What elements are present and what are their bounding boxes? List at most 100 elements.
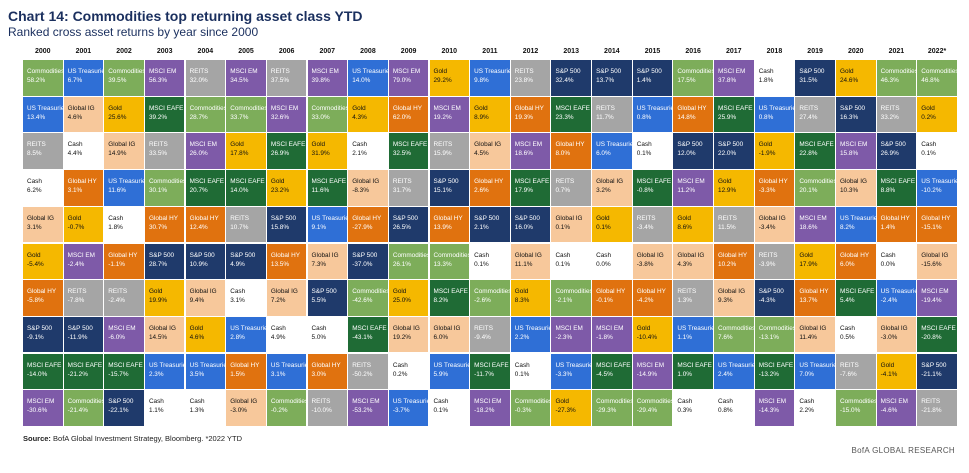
asset-return: 4.4% xyxy=(67,150,83,158)
asset-cell: Global HY 2.6% xyxy=(470,170,510,206)
asset-return: 2.3% xyxy=(148,370,164,378)
asset-cell: Global HY -3.3% xyxy=(754,170,795,206)
asset-return: 0.1% xyxy=(555,260,571,268)
asset-return: 14.0% xyxy=(230,187,249,195)
asset-return: -11.9% xyxy=(67,333,88,341)
asset-name: MSCI EAFE xyxy=(718,104,753,112)
asset-name: Gold xyxy=(108,104,122,112)
asset-cell: MSCI EAFE -4.5% xyxy=(592,353,632,390)
asset-cell: Cash 1.3% xyxy=(185,390,226,426)
asset-name: REITS xyxy=(596,104,615,112)
asset-name: Commodities xyxy=(840,398,876,406)
asset-name: Cash xyxy=(392,361,408,369)
asset-return: -29.3% xyxy=(596,407,617,415)
asset-name: US Treasuries xyxy=(352,68,388,75)
asset-return: -0.1% xyxy=(596,297,613,305)
asset-name: Gold xyxy=(189,324,204,332)
asset-return: 4.6% xyxy=(67,113,83,121)
asset-cell: MSCI EAFE 5.4% xyxy=(836,280,876,316)
asset-cell: REITS -3.4% xyxy=(632,206,673,243)
asset-return: -10.0% xyxy=(311,407,332,415)
asset-name: Cash xyxy=(677,398,693,406)
asset-return: 1.8% xyxy=(108,223,123,231)
asset-name: Global IG xyxy=(555,214,583,222)
asset-name: Cash xyxy=(67,141,83,149)
asset-return: 15.8% xyxy=(270,223,290,231)
asset-name: S&P 500 xyxy=(880,141,906,149)
asset-return: -3.4% xyxy=(636,223,654,231)
asset-name: MSCI EAFE xyxy=(514,178,550,186)
asset-name: S&P 500 xyxy=(67,324,93,332)
asset-name: Gold xyxy=(352,104,366,112)
asset-return: 25.9% xyxy=(718,113,737,121)
asset-return: -27.9% xyxy=(352,223,373,231)
asset-return: 11.5% xyxy=(718,223,736,231)
asset-return: 1.1% xyxy=(148,407,164,415)
asset-name: Global HY xyxy=(799,288,829,296)
asset-cell: Gold 12.9% xyxy=(714,170,754,206)
asset-return: 20.1% xyxy=(799,187,818,195)
asset-return: 10.9% xyxy=(189,260,208,268)
asset-return: 3.1% xyxy=(270,370,286,378)
asset-name: MSCI EAFE xyxy=(474,361,509,369)
asset-return: 7.2% xyxy=(270,297,286,305)
asset-name: Cash xyxy=(27,178,42,186)
asset-name: Global IG xyxy=(311,251,339,259)
asset-return: -4.1% xyxy=(880,370,898,378)
asset-cell: Global IG -3.8% xyxy=(632,243,673,279)
asset-return: 19.9% xyxy=(148,297,168,305)
asset-cell: MSCI EAFE 14.0% xyxy=(226,170,266,206)
asset-return: 0.5% xyxy=(840,333,855,341)
asset-cell: US Treasuries7.0% xyxy=(795,353,835,390)
asset-return: 39.8% xyxy=(311,77,330,84)
asset-name: MSCI EAFE xyxy=(189,178,225,186)
year-label: 2007 xyxy=(319,48,336,55)
asset-return: 11.1% xyxy=(514,260,533,268)
asset-name: US Treasuries xyxy=(67,68,104,75)
year-label: 2012 xyxy=(522,48,539,55)
asset-name: Global HY xyxy=(718,251,748,259)
asset-cell: Gold 23.2% xyxy=(266,170,307,206)
year-label: 2011 xyxy=(482,48,498,55)
asset-cell: Cash 0.8% xyxy=(714,390,754,426)
asset-return: -1.8% xyxy=(596,333,613,341)
asset-name: REITS xyxy=(474,324,493,332)
asset-name: MSCI EAFE xyxy=(352,324,387,332)
asset-cell: Gold 8.3% xyxy=(510,280,551,316)
asset-name: REITS xyxy=(677,288,697,296)
asset-cell: REITS 37.5% xyxy=(266,60,307,96)
asset-cell: REITS -21.8% xyxy=(917,390,957,426)
asset-name: Commodities xyxy=(555,288,591,296)
asset-return: -37.0% xyxy=(352,260,373,268)
asset-cell: Global IG 9.3% xyxy=(714,280,754,316)
asset-return: 13.3% xyxy=(433,260,452,268)
asset-cell: Commodities -29.3% xyxy=(592,390,632,426)
asset-cell: S&P 500 26.9% xyxy=(876,133,917,169)
asset-return: -1.1% xyxy=(108,260,125,268)
asset-name: Commodities xyxy=(311,104,348,112)
asset-return: 7.0% xyxy=(799,370,814,378)
asset-cell: US Treasuries0.8% xyxy=(754,96,795,133)
asset-name: Global HY xyxy=(596,288,626,296)
asset-cell: US Treasuries-3.7% xyxy=(388,390,429,426)
asset-return: 8.8% xyxy=(880,187,896,195)
asset-cell: REITS 11.7% xyxy=(592,96,632,133)
asset-cell: Global HY 30.7% xyxy=(144,206,185,243)
asset-cell: MSCI EAFE -15.7% xyxy=(104,353,144,390)
asset-name: Cash xyxy=(270,324,286,332)
year-label: 2013 xyxy=(563,48,579,55)
asset-cell: US Treasuries6.0% xyxy=(592,133,632,169)
asset-name: REITS xyxy=(514,68,534,75)
asset-name: Commodities xyxy=(880,68,917,75)
asset-cell: Cash 0.5% xyxy=(836,316,876,353)
asset-name: MSCI EAFE xyxy=(270,141,306,149)
asset-cell: US Treasuries1.1% xyxy=(673,316,713,353)
asset-return: -9.1% xyxy=(27,333,44,341)
asset-name: MSCI EM xyxy=(799,214,827,222)
asset-cell: US Treasuries-10.2% xyxy=(917,170,957,206)
asset-name: Global IG xyxy=(27,214,54,222)
asset-cell: MSCI EAFE -14.0% xyxy=(23,353,63,390)
asset-cell: Global HY 13.9% xyxy=(429,206,469,243)
asset-cell: Gold 4.6% xyxy=(185,316,226,353)
asset-name: Commodities xyxy=(596,398,632,406)
